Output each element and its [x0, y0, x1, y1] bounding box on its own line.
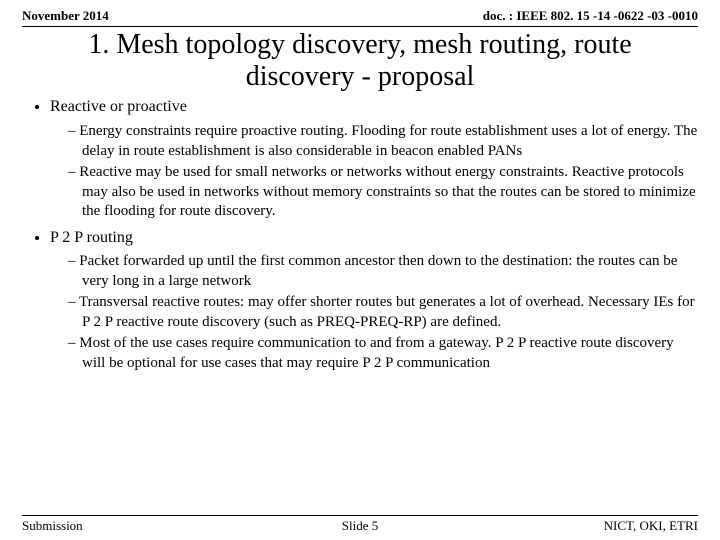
- footer-rule: [22, 515, 698, 516]
- bullet-item: P 2 P routing Packet forwarded up until …: [50, 228, 698, 374]
- slide-title: 1. Mesh topology discovery, mesh routing…: [0, 27, 720, 93]
- header-date: November 2014: [22, 8, 109, 24]
- bullet-label: Reactive or proactive: [50, 98, 187, 115]
- bullet-item: Reactive or proactive Energy constraints…: [50, 97, 698, 221]
- bullet-label: P 2 P routing: [50, 229, 133, 246]
- sub-item: Energy constraints require proactive rou…: [68, 122, 698, 161]
- sub-list: Packet forwarded up until the first comm…: [50, 252, 698, 373]
- bullet-list: Reactive or proactive Energy constraints…: [22, 97, 698, 373]
- header: November 2014 doc. : IEEE 802. 15 -14 -0…: [0, 0, 720, 24]
- header-doc: doc. : IEEE 802. 15 -14 -0622 -03 -0010: [483, 8, 698, 24]
- footer-right: NICT, OKI, ETRI: [604, 518, 698, 534]
- sub-list: Energy constraints require proactive rou…: [50, 122, 698, 222]
- sub-item: Most of the use cases require communicat…: [68, 334, 698, 373]
- sub-item: Packet forwarded up until the first comm…: [68, 252, 698, 291]
- slide-content: Reactive or proactive Energy constraints…: [0, 93, 720, 373]
- footer: Submission Slide 5 NICT, OKI, ETRI: [0, 515, 720, 534]
- footer-center: Slide 5: [342, 518, 378, 534]
- sub-item: Reactive may be used for small networks …: [68, 163, 698, 222]
- footer-left: Submission: [22, 518, 83, 534]
- sub-item: Transversal reactive routes: may offer s…: [68, 293, 698, 332]
